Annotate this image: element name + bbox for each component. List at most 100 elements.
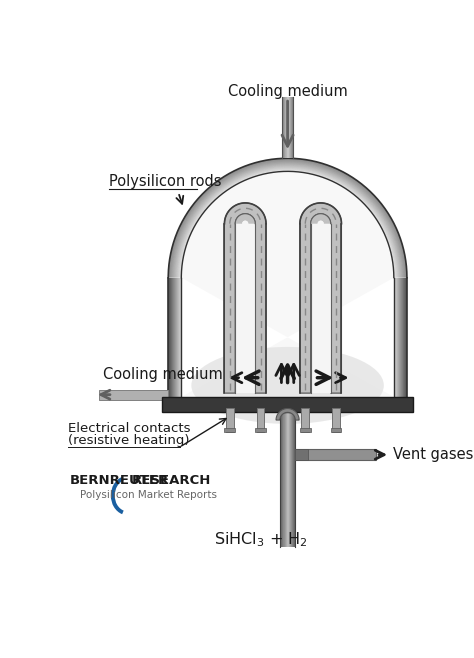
Bar	[226, 408, 234, 432]
Polygon shape	[171, 161, 404, 278]
Polygon shape	[174, 164, 401, 278]
Polygon shape	[310, 214, 331, 224]
Polygon shape	[173, 163, 403, 278]
Polygon shape	[178, 168, 397, 278]
Bar	[292, 97, 293, 159]
Polygon shape	[175, 165, 401, 278]
Polygon shape	[180, 170, 395, 278]
Polygon shape	[300, 203, 341, 393]
Polygon shape	[181, 171, 394, 278]
Bar	[257, 408, 264, 432]
Polygon shape	[295, 449, 308, 460]
Polygon shape	[177, 167, 398, 278]
Polygon shape	[174, 164, 401, 278]
Polygon shape	[242, 224, 248, 393]
Polygon shape	[173, 163, 403, 278]
Polygon shape	[169, 159, 406, 278]
Polygon shape	[171, 161, 404, 278]
Bar	[288, 413, 289, 547]
Polygon shape	[179, 169, 396, 278]
Polygon shape	[318, 224, 324, 393]
Polygon shape	[175, 166, 400, 278]
Polygon shape	[179, 168, 396, 278]
Bar	[225, 428, 235, 432]
Polygon shape	[174, 164, 401, 278]
Text: Electrical contacts: Electrical contacts	[68, 422, 191, 436]
Bar	[287, 413, 288, 547]
Polygon shape	[170, 160, 405, 278]
Polygon shape	[175, 165, 400, 278]
Bar	[282, 97, 283, 159]
Polygon shape	[178, 168, 398, 278]
Polygon shape	[179, 169, 396, 278]
Bar	[162, 397, 413, 413]
Polygon shape	[248, 224, 255, 393]
Bar	[286, 97, 287, 159]
Polygon shape	[177, 166, 399, 278]
Text: Vent gases: Vent gases	[393, 447, 474, 462]
Polygon shape	[173, 163, 402, 278]
Polygon shape	[172, 162, 403, 278]
Polygon shape	[180, 170, 396, 278]
Polygon shape	[172, 163, 403, 278]
Polygon shape	[242, 220, 248, 224]
Polygon shape	[168, 159, 407, 278]
Bar	[332, 408, 340, 432]
Polygon shape	[179, 169, 396, 278]
Polygon shape	[173, 163, 402, 278]
Text: SiHCl$_3$ + H$_2$: SiHCl$_3$ + H$_2$	[214, 530, 308, 549]
Polygon shape	[172, 162, 403, 278]
Polygon shape	[173, 164, 401, 278]
Text: BERNREUTER: BERNREUTER	[70, 474, 169, 487]
Bar	[286, 413, 287, 547]
Polygon shape	[235, 214, 255, 224]
Polygon shape	[176, 166, 399, 278]
Bar	[287, 97, 288, 159]
Bar	[293, 413, 294, 547]
Text: Cooling medium: Cooling medium	[228, 84, 347, 99]
Text: RESEARCH: RESEARCH	[131, 474, 210, 487]
Polygon shape	[181, 170, 394, 278]
Bar	[291, 97, 292, 159]
Polygon shape	[176, 166, 399, 278]
Bar	[301, 408, 309, 432]
Bar	[285, 413, 286, 547]
Polygon shape	[178, 168, 397, 278]
Polygon shape	[175, 165, 400, 278]
Polygon shape	[171, 161, 404, 278]
Polygon shape	[177, 167, 398, 278]
Polygon shape	[177, 167, 398, 278]
Polygon shape	[170, 160, 406, 278]
Bar	[288, 97, 289, 159]
Bar	[280, 413, 281, 547]
Polygon shape	[171, 161, 404, 278]
Polygon shape	[179, 169, 396, 278]
Polygon shape	[276, 409, 299, 420]
Polygon shape	[178, 168, 397, 278]
Bar	[290, 413, 291, 547]
Bar	[295, 449, 376, 460]
Polygon shape	[310, 224, 318, 393]
Polygon shape	[181, 171, 394, 278]
Bar	[283, 97, 284, 159]
Bar	[284, 97, 285, 159]
Polygon shape	[173, 163, 402, 278]
Bar	[290, 97, 291, 159]
Text: Cooling medium: Cooling medium	[103, 367, 222, 382]
Bar	[289, 97, 290, 159]
Polygon shape	[180, 170, 395, 278]
Polygon shape	[173, 163, 402, 278]
Polygon shape	[177, 167, 398, 278]
Polygon shape	[176, 166, 399, 278]
Polygon shape	[176, 166, 399, 278]
Polygon shape	[181, 170, 395, 278]
Bar	[300, 428, 310, 432]
Bar	[284, 413, 285, 547]
Polygon shape	[179, 168, 397, 278]
Text: Polysilicon Market Reports: Polysilicon Market Reports	[81, 490, 218, 500]
Polygon shape	[175, 166, 400, 278]
Polygon shape	[178, 168, 397, 278]
Text: Polysilicon rods: Polysilicon rods	[109, 174, 221, 189]
Polygon shape	[169, 159, 406, 278]
Bar	[289, 413, 290, 547]
